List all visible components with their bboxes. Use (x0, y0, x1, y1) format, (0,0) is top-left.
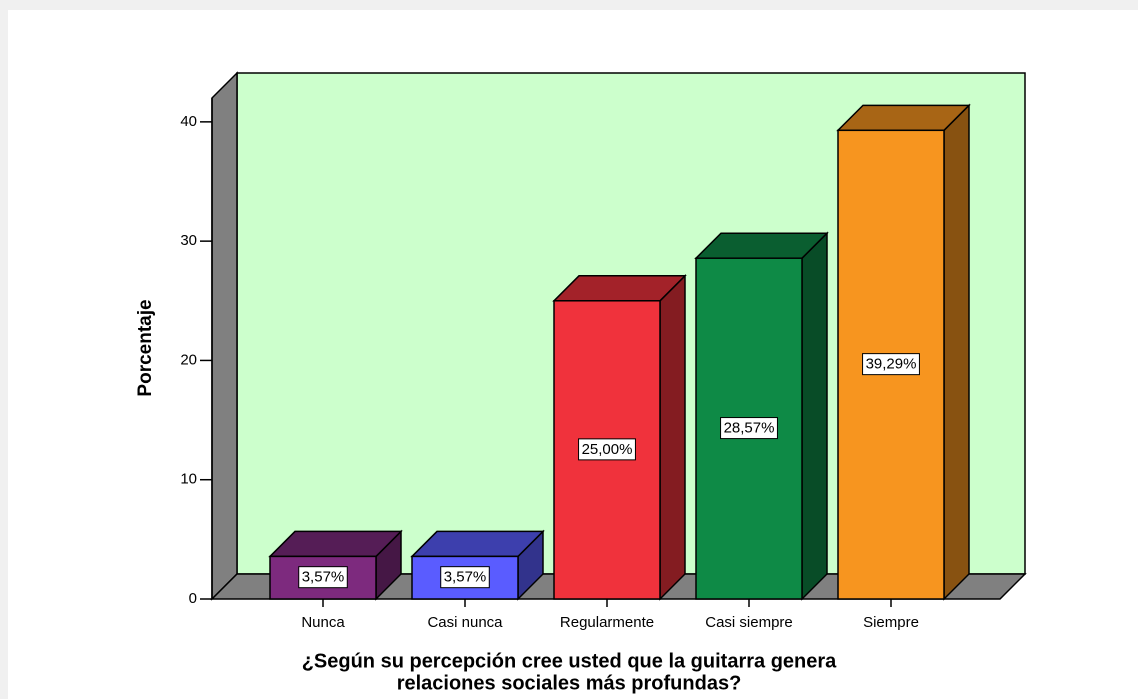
x-axis-label: ¿Según su percepción cree usted que la g… (302, 650, 837, 672)
value-label: 28,57% (724, 420, 775, 437)
left-wall (211, 71, 238, 601)
value-label-box (720, 417, 778, 440)
value-label-box (578, 438, 636, 461)
x-tick-label: Nunca (301, 614, 345, 631)
x-tick-label: Siempre (863, 614, 919, 631)
value-label: 25,00% (582, 441, 633, 458)
value-label: 3,57% (444, 569, 487, 586)
bar-side (801, 231, 828, 601)
x-axis-label: relaciones sociales más profundas? (397, 672, 742, 694)
x-tick-label: Regularmente (560, 614, 654, 631)
bar (837, 129, 945, 600)
y-tick-label: 0 (189, 590, 197, 607)
value-label-box (440, 566, 490, 589)
value-label-box (298, 566, 348, 589)
y-tick-label: 10 (180, 471, 197, 488)
bar-side (943, 103, 970, 601)
x-tick-label: Casi siempre (705, 614, 793, 631)
y-tick-label: 20 (180, 351, 197, 368)
y-tick-label: 30 (180, 232, 197, 249)
bar-side (659, 273, 686, 601)
value-label-box (862, 353, 920, 376)
y-axis-label: Porcentaje (135, 299, 156, 396)
y-tick-label: 40 (180, 113, 197, 130)
value-label: 39,29% (866, 356, 917, 373)
value-label: 3,57% (302, 569, 345, 586)
x-tick-label: Casi nunca (427, 614, 503, 631)
